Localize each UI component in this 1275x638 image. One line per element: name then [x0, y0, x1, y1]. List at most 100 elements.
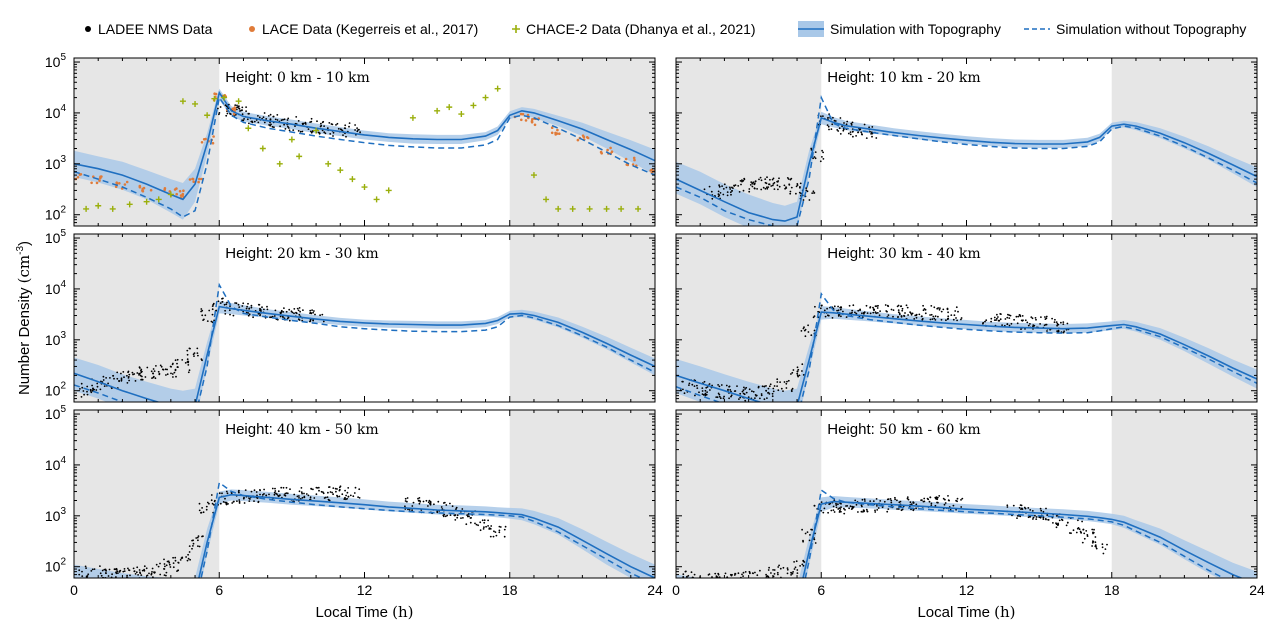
ladee-point	[705, 579, 707, 581]
lace-point	[178, 189, 182, 193]
ladee-point	[910, 503, 913, 505]
ladee-point	[1023, 506, 1026, 509]
ladee-point	[210, 320, 213, 323]
ladee-point	[1026, 321, 1029, 324]
ladee-point	[955, 317, 957, 319]
ladee-point	[1040, 509, 1043, 512]
ladee-point	[274, 118, 277, 121]
ladee-point	[166, 560, 169, 563]
ladee-point	[777, 188, 779, 191]
ladee-point	[707, 584, 709, 586]
ladee-point	[120, 372, 122, 375]
panel-height-label: Height: 50 km - 60 km	[827, 421, 980, 438]
ladee-point	[702, 584, 704, 586]
ladee-point	[773, 569, 776, 571]
chace-point	[618, 205, 625, 212]
ladee-point	[947, 495, 949, 497]
ladee-point	[440, 506, 443, 508]
ladee-point	[734, 573, 737, 575]
ladee-point	[259, 309, 261, 312]
ladee-point	[711, 197, 714, 200]
ladee-point	[804, 335, 807, 338]
ladee-point	[331, 491, 333, 494]
ladee-point	[796, 569, 799, 571]
sim-with-line	[676, 311, 1257, 402]
ladee-point	[277, 490, 280, 493]
ladee-point	[742, 571, 745, 574]
ladee-point	[765, 573, 767, 576]
y-tick-label: 105	[45, 228, 67, 246]
ladee-point	[492, 535, 495, 538]
ladee-point	[338, 495, 341, 498]
ladee-point	[269, 113, 272, 116]
ladee-point	[763, 398, 766, 401]
ladee-point	[1021, 315, 1024, 317]
ladee-point	[700, 580, 702, 582]
ladee-point	[151, 377, 153, 379]
ladee-point	[112, 374, 115, 377]
ladee-point	[1060, 321, 1062, 324]
ladee-point	[842, 128, 845, 131]
ladee-point	[1094, 536, 1097, 538]
ladee-point	[345, 498, 347, 501]
ladee-point	[957, 310, 959, 313]
ladee-point	[722, 193, 725, 196]
ladee-point	[258, 303, 261, 306]
ladee-point	[449, 514, 452, 516]
ladee-point	[241, 113, 244, 116]
sim-band	[74, 301, 655, 402]
ladee-point	[866, 510, 869, 513]
ladee-point	[742, 389, 745, 392]
ladee-point	[163, 563, 166, 565]
ladee-point	[320, 122, 322, 125]
ladee-point	[444, 515, 447, 518]
ladee-point	[733, 390, 736, 392]
ladee-point	[738, 398, 740, 400]
ladee-point	[921, 318, 924, 321]
ladee-point	[843, 122, 845, 124]
ladee-point	[105, 572, 107, 575]
ladee-point	[1101, 546, 1104, 549]
ladee-point	[827, 125, 830, 128]
ladee-point	[143, 565, 146, 568]
ladee-point	[731, 190, 733, 192]
ladee-point	[906, 496, 909, 498]
ladee-point	[897, 309, 900, 311]
x-tick-label: 12	[357, 582, 373, 598]
ladee-point	[801, 370, 803, 372]
ladee-point	[860, 510, 863, 513]
ladee-point	[717, 579, 719, 581]
ladee-point	[757, 386, 760, 389]
ladee-point	[352, 495, 355, 498]
ladee-point	[201, 507, 204, 509]
lace-point	[71, 172, 74, 175]
ladee-point	[724, 572, 727, 575]
ladee-point	[276, 318, 279, 321]
ladee-point	[946, 308, 949, 311]
ladee-point	[876, 505, 878, 507]
ladee-point	[1056, 330, 1058, 332]
ladee-point	[776, 378, 779, 381]
chace-point	[373, 196, 380, 203]
ladee-point	[766, 575, 769, 577]
ladee-point	[863, 510, 865, 513]
ladee-point	[753, 183, 756, 186]
ladee-point	[211, 308, 214, 311]
ladee-point	[791, 572, 794, 575]
panels: 102 103 104 105 Height: 0 km - 10 km Height: …	[45, 52, 1265, 598]
ladee-point	[358, 488, 361, 491]
ladee-point	[890, 308, 893, 311]
ladee-point	[729, 191, 732, 194]
ladee-point	[960, 318, 962, 321]
ladee-point	[406, 497, 409, 499]
ladee-point	[241, 305, 244, 307]
ladee-point	[751, 185, 754, 188]
ladee-point	[1055, 523, 1058, 526]
y-tick-label: 105	[45, 404, 67, 422]
ladee-point	[225, 490, 228, 493]
ladee-point	[411, 509, 413, 512]
x-tick-label: 0	[672, 582, 680, 598]
ladee-point	[122, 371, 125, 373]
ladee-point	[720, 584, 722, 586]
ladee-point	[787, 379, 790, 382]
